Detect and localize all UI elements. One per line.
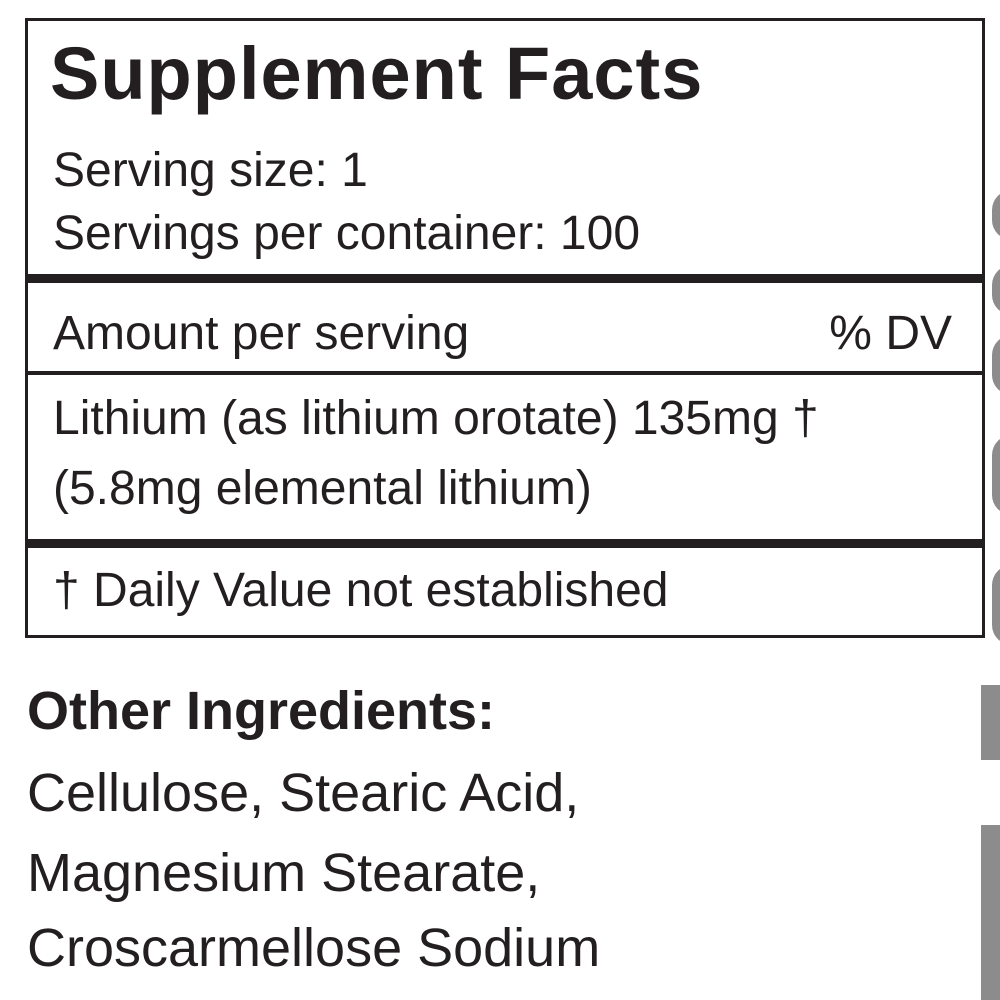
background-letter-fragment bbox=[981, 825, 1000, 1000]
other-ingredients-line: Cellulose, Stearic Acid, bbox=[27, 763, 580, 823]
ingredient-elemental: (5.8mg elemental lithium) bbox=[53, 462, 592, 515]
footnote: † Daily Value not established bbox=[53, 564, 669, 617]
other-ingredients-line: Magnesium Stearate, bbox=[27, 843, 541, 903]
dv-header: % DV bbox=[829, 307, 952, 360]
background-letter-fragment bbox=[992, 265, 1000, 315]
amount-per-serving-header: Amount per serving bbox=[53, 307, 470, 360]
background-letter-fragment bbox=[992, 335, 1000, 395]
ingredient-lithium: Lithium (as lithium orotate) 135mg † bbox=[53, 392, 819, 445]
servings-per-container: Servings per container: 100 bbox=[53, 207, 641, 260]
divider-thick bbox=[28, 539, 982, 548]
background-letter-fragment bbox=[981, 685, 1000, 760]
other-ingredients-line: Croscarmellose Sodium bbox=[27, 918, 601, 978]
panel-title: Supplement Facts bbox=[50, 32, 704, 115]
supplement-facts-panel: Supplement Facts Serving size: 1 Serving… bbox=[25, 18, 985, 638]
other-ingredients-heading: Other Ingredients: bbox=[27, 681, 496, 741]
background-letter-fragment bbox=[992, 190, 1000, 240]
serving-size: Serving size: 1 bbox=[53, 144, 368, 197]
background-letter-fragment bbox=[992, 565, 1000, 645]
divider-thin bbox=[28, 371, 982, 375]
background-letter-fragment bbox=[992, 435, 1000, 515]
divider-thick bbox=[28, 274, 982, 283]
